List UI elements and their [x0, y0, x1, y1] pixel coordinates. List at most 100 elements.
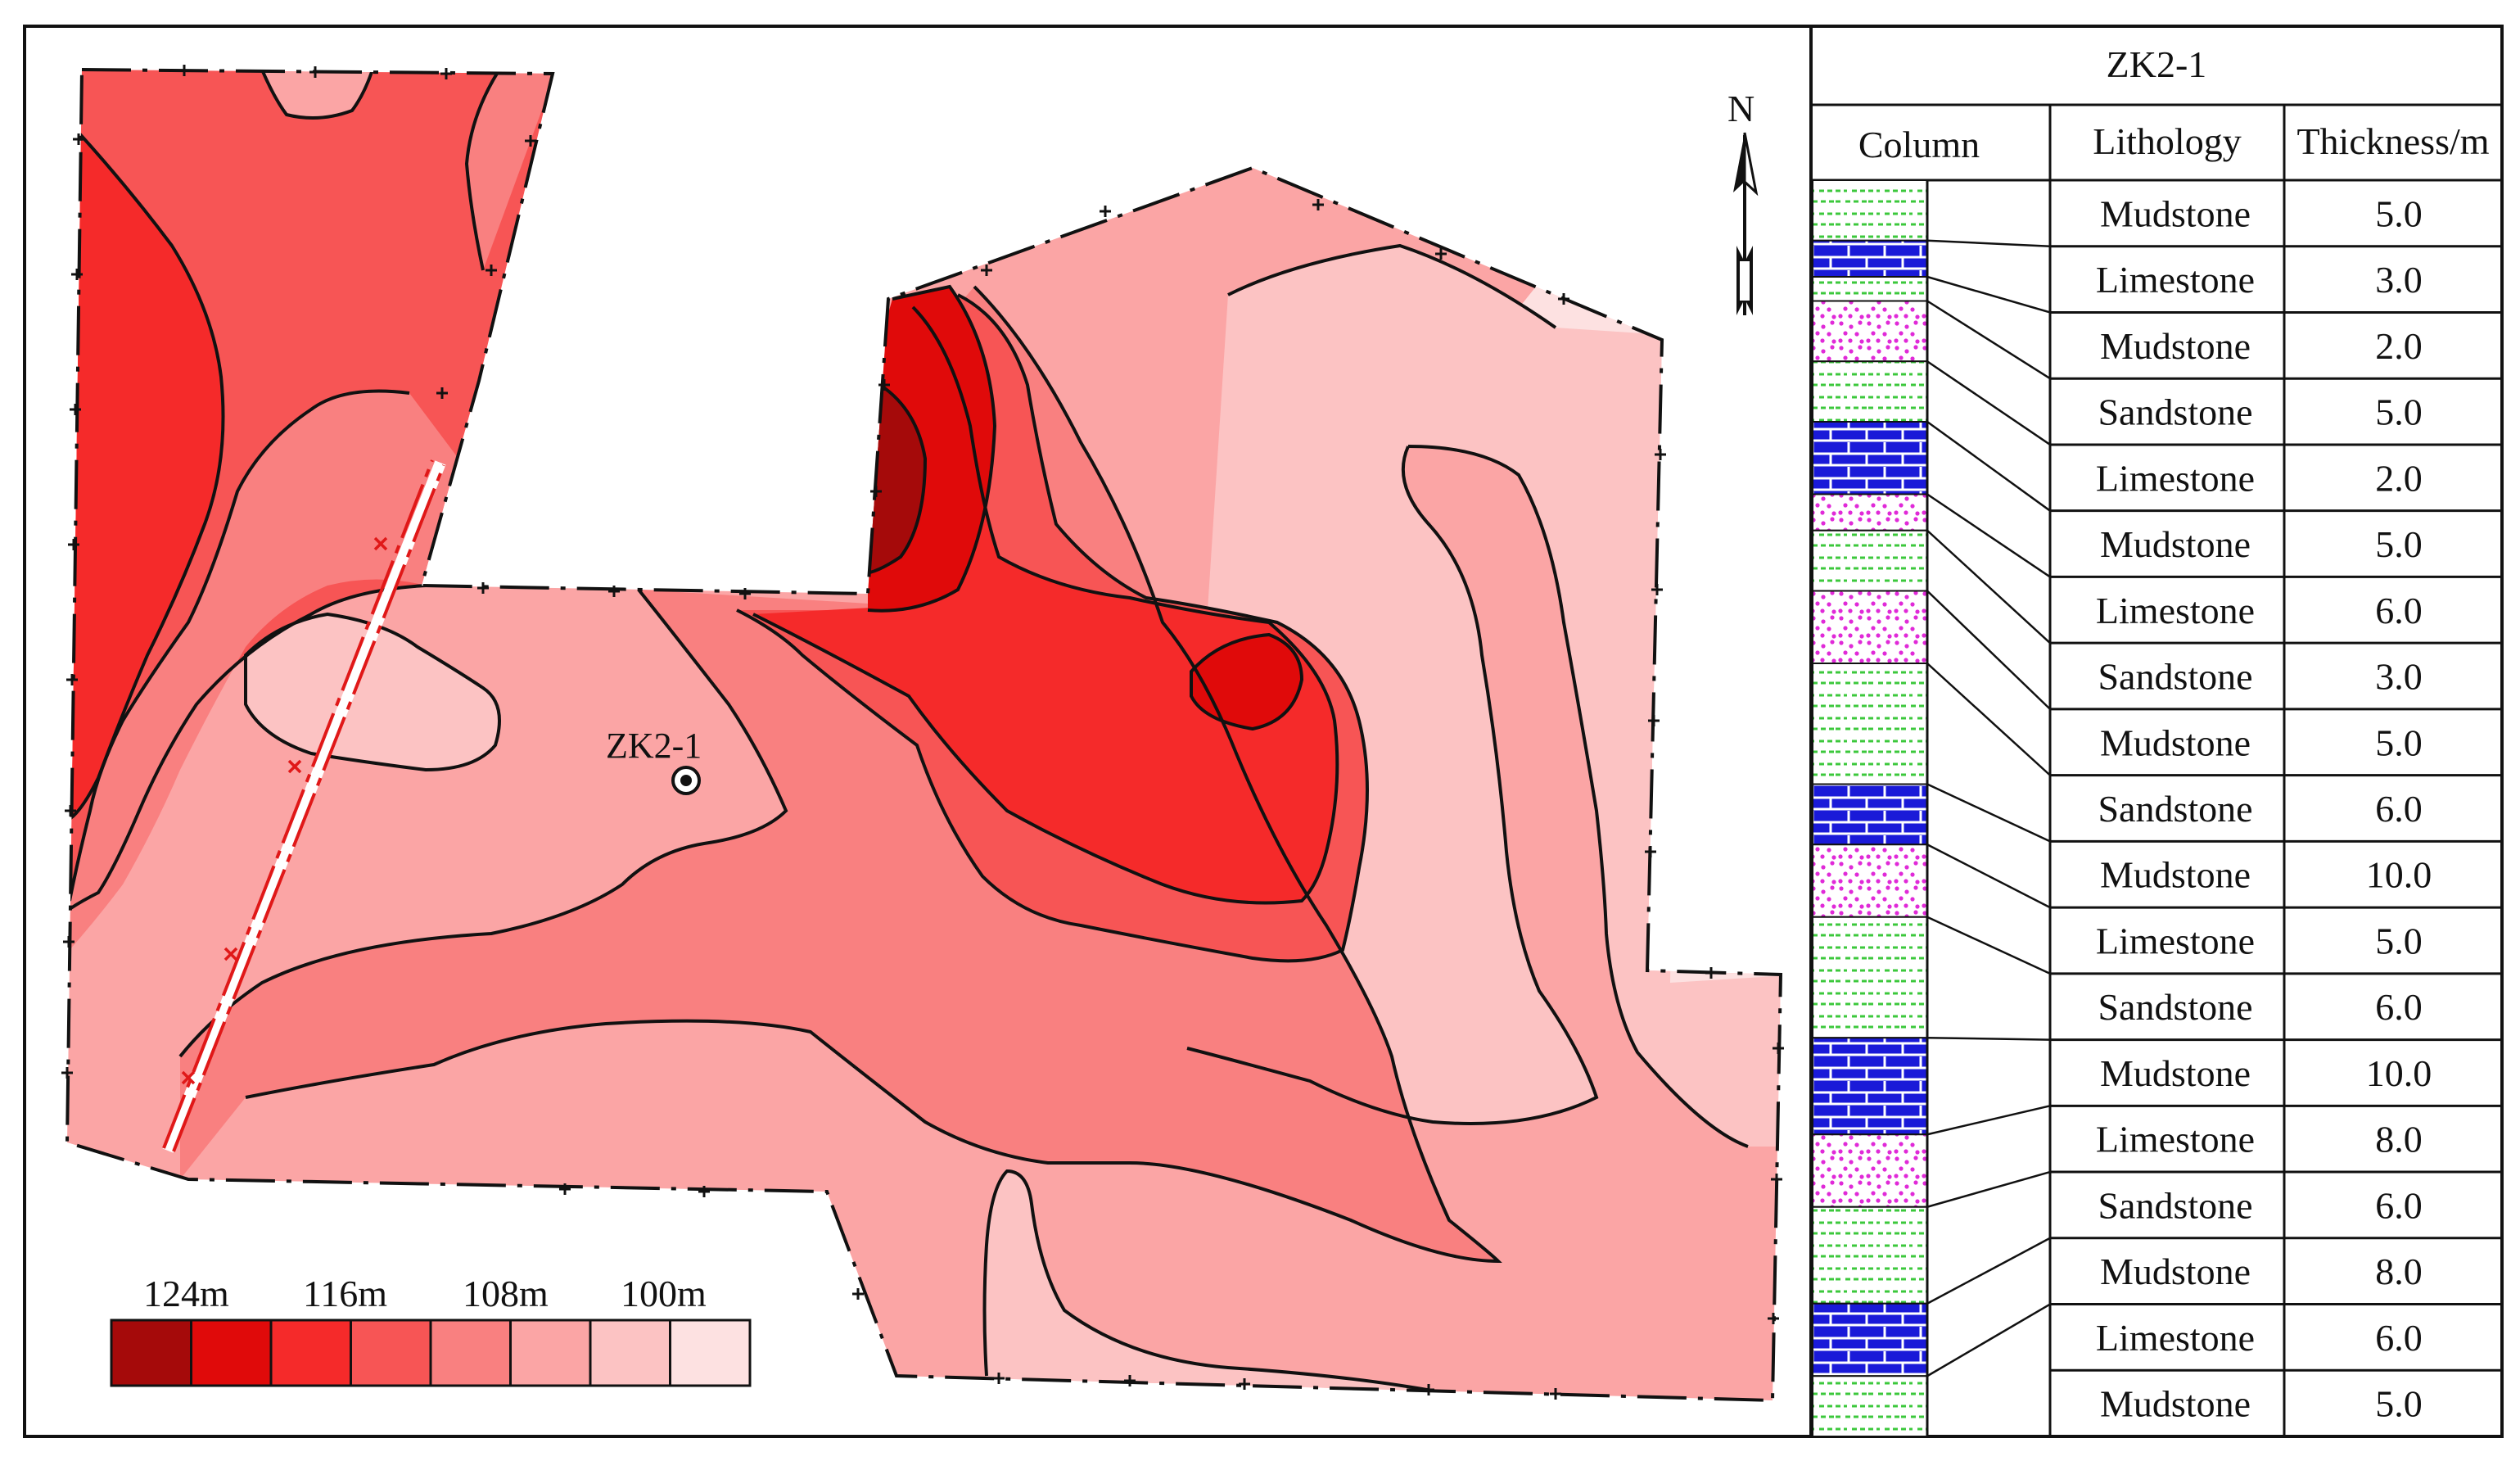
- column-segment-limestone: [1812, 239, 1928, 278]
- cell-lithology: Limestone: [2096, 259, 2255, 301]
- column-segment-limestone: [1812, 421, 1928, 495]
- contour-notch-top: [262, 70, 373, 118]
- cell-thickness: 6.0: [2375, 590, 2423, 631]
- connector-line: [1926, 529, 2051, 645]
- column-segment-sandstone: [1812, 590, 1928, 664]
- column-segment-mudstone: [1812, 1205, 1928, 1305]
- cell-lithology: Mudstone: [2100, 523, 2251, 565]
- contour-band-116: [753, 307, 1338, 903]
- cell-thickness: 6.0: [2375, 788, 2423, 830]
- connector-line: [1926, 1237, 2051, 1305]
- legend-label-124m: 124m: [143, 1273, 229, 1314]
- cell-thickness: 5.0: [2375, 920, 2423, 961]
- cell-lithology: Sandstone: [2098, 391, 2252, 433]
- cell-lithology: Mudstone: [2100, 1052, 2251, 1094]
- column-segment-limestone: [1812, 1302, 1928, 1377]
- contour-band-left-108: [70, 391, 458, 950]
- header-thickness: Thickness/m: [2296, 120, 2489, 162]
- connector-line: [1926, 239, 2051, 247]
- cell-thickness: 5.0: [2375, 1383, 2423, 1425]
- connector-line: [1926, 1037, 2051, 1041]
- column-segment-sandstone: [1812, 300, 1928, 363]
- contour-band-108: [180, 287, 1498, 1261]
- cell-thickness: 3.0: [2375, 259, 2423, 301]
- legend-swatch: [110, 1319, 192, 1387]
- well-marker: [671, 766, 701, 795]
- cell-lithology: Sandstone: [2098, 986, 2252, 1028]
- cell-lithology: Mudstone: [2100, 721, 2251, 763]
- cell-lithology: Mudstone: [2100, 192, 2251, 234]
- contour-lines: [68, 70, 1749, 1394]
- legend: 124m 116m 108m 100m: [110, 1273, 752, 1387]
- legend-swatch: [669, 1319, 752, 1387]
- lithology-table: ZK2-1 Column Lithology Thickness/m Mudst…: [1809, 26, 2502, 1437]
- cell-lithology: Limestone: [2096, 457, 2255, 499]
- well-label: ZK2-1: [606, 726, 702, 766]
- column-segment-mudstone: [1812, 179, 1928, 242]
- contour-bottom-pocket: [982, 1171, 1441, 1392]
- legend-label-100m: 100m: [621, 1273, 707, 1314]
- north-label: N: [1727, 88, 1755, 129]
- column-segment-sandstone: [1812, 493, 1928, 531]
- table-title: ZK2-1: [2107, 43, 2207, 85]
- connector-line: [1926, 590, 2051, 710]
- cell-thickness: 5.0: [2375, 523, 2423, 565]
- north-arrow-icon: [1733, 132, 1759, 315]
- connector-line: [1926, 783, 2051, 843]
- column-segment-mudstone: [1812, 276, 1928, 302]
- legend-swatch: [509, 1319, 592, 1387]
- connector-line: [1926, 663, 2051, 776]
- cell-thickness: 6.0: [2375, 1184, 2423, 1226]
- connector-line: [1926, 1170, 2051, 1208]
- cell-lithology: Mudstone: [2100, 325, 2251, 367]
- column-segment-sandstone: [1812, 844, 1928, 918]
- cell-thickness: 6.0: [2375, 1317, 2423, 1359]
- lithology-column: [1812, 179, 1929, 1437]
- contour-band-124: [864, 385, 925, 573]
- connector-lines: [1926, 239, 2051, 1377]
- connector-line: [1926, 1105, 2051, 1136]
- legend-swatch: [350, 1319, 432, 1387]
- map-boundary: [65, 67, 1783, 1403]
- cell-thickness: 2.0: [2375, 457, 2423, 499]
- cell-thickness: 5.0: [2375, 192, 2423, 234]
- connector-line: [1926, 275, 2051, 314]
- header-column: Column: [1858, 124, 1980, 165]
- table-rows: Mudstone 5.0 Limestone 3.0 Mudstone 2.0 Sandst…: [2050, 192, 2502, 1425]
- boundary-ticks: [61, 65, 1784, 1400]
- column-segment-limestone: [1812, 783, 1928, 846]
- cell-thickness: 3.0: [2375, 656, 2423, 698]
- column-segment-mudstone: [1812, 360, 1928, 423]
- cell-lithology: Limestone: [2096, 590, 2255, 631]
- cell-thickness: 8.0: [2375, 1251, 2423, 1292]
- cell-lithology: Sandstone: [2098, 788, 2252, 830]
- column-segment-mudstone: [1812, 916, 1928, 1039]
- cell-lithology: Sandstone: [2098, 1184, 2252, 1226]
- contour-notch-right: [467, 70, 557, 270]
- legend-swatch: [429, 1319, 512, 1387]
- cell-lithology: Mudstone: [2100, 854, 2251, 896]
- cell-lithology: Mudstone: [2100, 1251, 2251, 1292]
- column-segment-sandstone: [1812, 1133, 1928, 1208]
- connector-line: [1926, 1303, 2051, 1377]
- cell-thickness: 2.0: [2375, 325, 2423, 367]
- connector-line: [1926, 300, 2051, 380]
- cell-thickness: 10.0: [2366, 1052, 2432, 1094]
- header-lithology: Lithology: [2093, 120, 2241, 162]
- cell-thickness: 10.0: [2366, 854, 2432, 896]
- cell-lithology: Limestone: [2096, 1119, 2255, 1160]
- column-segment-mudstone: [1812, 529, 1928, 592]
- contour-map: ZK2-1 N 124m 116m 108m 100m: [61, 65, 1784, 1403]
- connector-line: [1926, 916, 2051, 975]
- connector-line: [1926, 493, 2051, 578]
- legend-label-108m: 108m: [463, 1273, 549, 1314]
- connector-line: [1926, 844, 2051, 909]
- connector-line: [1926, 360, 2051, 446]
- cell-lithology: Limestone: [2096, 920, 2255, 961]
- cell-lithology: Limestone: [2096, 1317, 2255, 1359]
- contour-spot-120: [1191, 635, 1302, 729]
- column-segment-mudstone: [1812, 663, 1928, 785]
- cell-thickness: 5.0: [2375, 391, 2423, 433]
- contour-band-left-100: [246, 614, 499, 770]
